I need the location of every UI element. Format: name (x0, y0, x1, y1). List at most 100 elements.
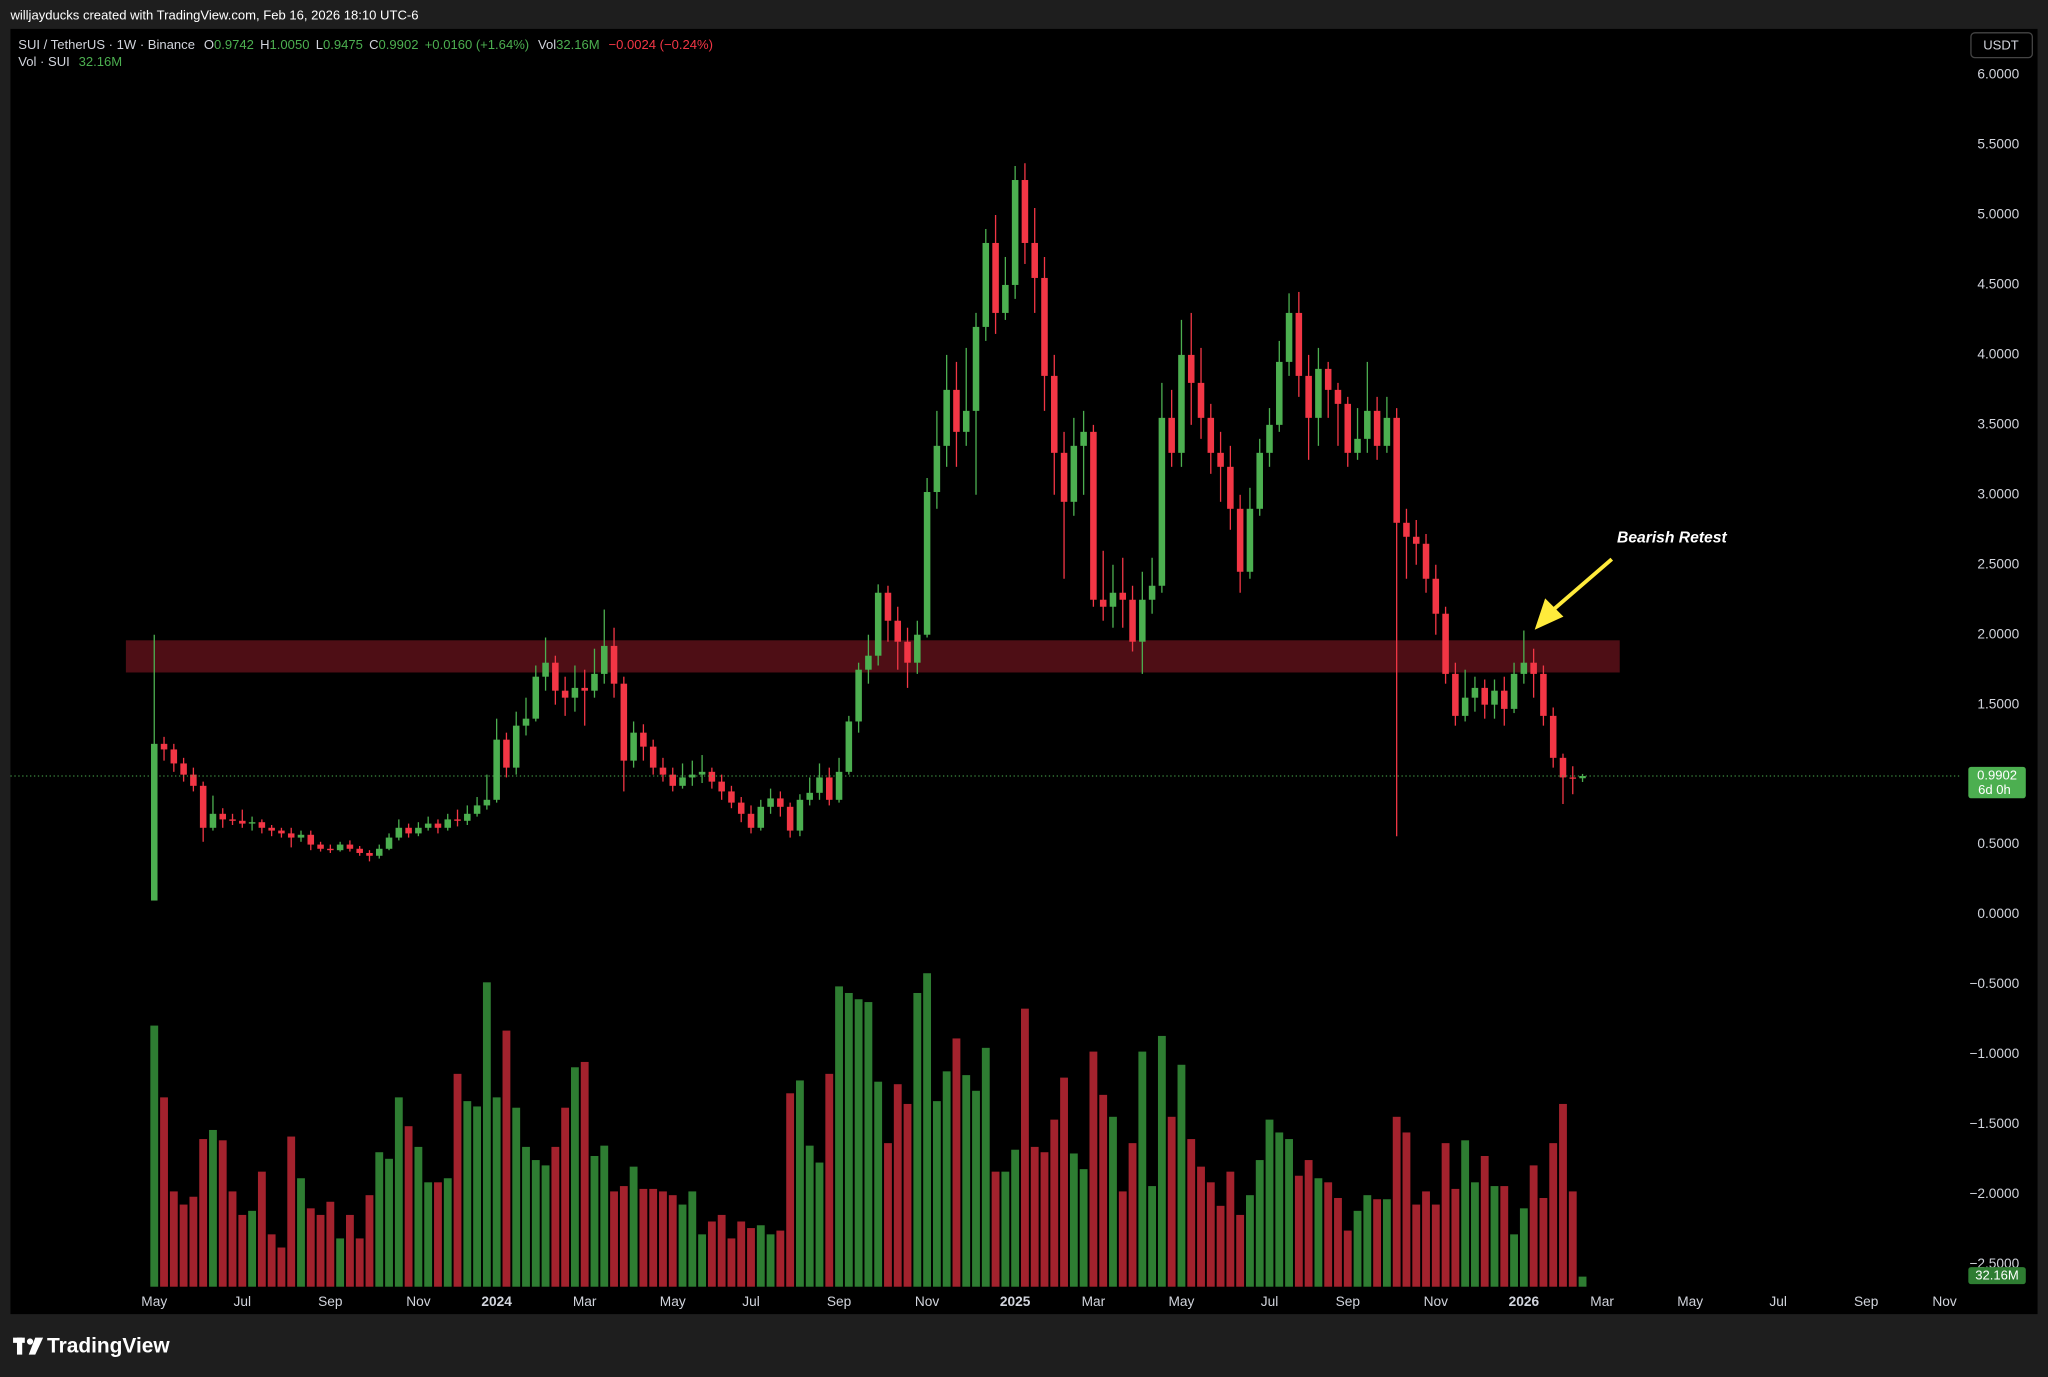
candle-body (190, 774, 197, 786)
volume-bar (1138, 1051, 1147, 1287)
zone (125, 640, 1620, 673)
y-tick-label: 0.0000 (1977, 906, 2019, 921)
volume-bar (854, 999, 863, 1287)
y-tick-label: −0.5000 (1969, 976, 2019, 991)
volume-bar (1461, 1140, 1470, 1287)
volume-bar (1519, 1208, 1528, 1287)
candle-body (1031, 242, 1038, 278)
candle-body (1187, 354, 1195, 383)
volume-bar (1402, 1132, 1411, 1287)
candle-body (395, 827, 403, 838)
candle-body (1452, 673, 1459, 716)
candle-body (806, 792, 813, 800)
volume-bar (610, 1191, 618, 1287)
volume-bar (375, 1152, 384, 1287)
volume-bar (1353, 1210, 1362, 1287)
currency-badge[interactable] (1970, 32, 2033, 59)
candle-body (1579, 776, 1586, 779)
x-tick-label: Mar (573, 1294, 597, 1309)
volume-bar (952, 1038, 961, 1287)
candle-body (728, 791, 735, 803)
volume-bar (326, 1201, 335, 1287)
x-tick-label: 2024 (481, 1294, 512, 1309)
candle-body (718, 781, 725, 792)
candle-body (659, 767, 667, 775)
y-tick-label: 2.0000 (1977, 626, 2019, 641)
candle-body (356, 848, 363, 853)
candle-body (1168, 417, 1175, 453)
candle-body (992, 242, 999, 313)
candle-body (1021, 180, 1029, 243)
volume-bar (199, 1139, 208, 1287)
volume-bar (668, 1195, 677, 1287)
volume-bar (1422, 1191, 1430, 1287)
x-tick-label: Jul (742, 1294, 760, 1309)
candle-body (1520, 662, 1528, 674)
candle-body (512, 725, 520, 768)
candle-body (307, 834, 315, 845)
candle-body (1334, 389, 1342, 404)
volume-bar (1030, 1146, 1039, 1287)
candle-body (816, 777, 823, 793)
legend-value: 0.9742 (214, 37, 254, 52)
candle-body (1344, 403, 1352, 453)
candle-body (327, 848, 334, 851)
volume-bar (1314, 1178, 1323, 1287)
candle-body (962, 410, 970, 432)
volume-bar (1246, 1195, 1254, 1287)
candle-body (317, 844, 324, 849)
x-tick-label: Nov (1424, 1294, 1449, 1309)
candle-body (923, 492, 931, 635)
x-tick-label: May (1677, 1294, 1703, 1309)
candle-body (757, 806, 765, 828)
candle-body (1383, 417, 1391, 446)
candle-body (845, 721, 853, 772)
volume-bar (1500, 1186, 1509, 1287)
volume-bar (1265, 1119, 1274, 1287)
candle-body (532, 676, 540, 719)
candle-body (1197, 382, 1205, 418)
candle-body (591, 673, 598, 691)
volume-bar (590, 1155, 599, 1287)
credit: willjayducks created with TradingView.co… (9, 7, 418, 22)
volume-bar (1490, 1186, 1499, 1287)
candle-body (1060, 452, 1068, 502)
legend-change: +0.0160 (+1.64%) (425, 37, 529, 52)
volume-bar (1441, 1143, 1450, 1287)
candle-body (649, 746, 657, 768)
volume-bar (1285, 1139, 1293, 1287)
candle-body (1266, 424, 1273, 453)
candle-body (287, 833, 295, 838)
candle-body (786, 806, 794, 831)
volume-bar (776, 1230, 785, 1287)
volume-bar (717, 1214, 726, 1287)
candle-body (630, 732, 637, 761)
volume-bar (287, 1136, 296, 1287)
candle-body (1412, 536, 1420, 544)
candle-body (1324, 368, 1332, 390)
volume-bar (1157, 1035, 1166, 1287)
candle-body (483, 799, 491, 806)
x-tick-label: Sep (1336, 1294, 1361, 1309)
candle-body (248, 822, 256, 824)
candle-body (1422, 543, 1430, 579)
volume-bar (580, 1061, 589, 1287)
legend-key: Vol (538, 37, 556, 52)
volume-bar (825, 1073, 834, 1287)
candle-body (610, 645, 618, 684)
candle-body (796, 799, 804, 831)
candle-body (239, 820, 246, 824)
volume-bar (1011, 1149, 1020, 1287)
volume-badge (1968, 1267, 2026, 1285)
volume-bar (874, 1081, 883, 1287)
candle-body (444, 819, 452, 828)
volume-bar (394, 1097, 403, 1287)
volume-bar (482, 982, 491, 1287)
volume-bar (864, 1002, 873, 1287)
volume-bar (1128, 1143, 1137, 1287)
y-tick-label: 0.5000 (1977, 836, 2019, 851)
volume-bar (443, 1178, 452, 1287)
candle-body (1354, 438, 1361, 453)
volume-bar (1177, 1064, 1186, 1287)
legend-value: 1.0050 (270, 37, 310, 52)
